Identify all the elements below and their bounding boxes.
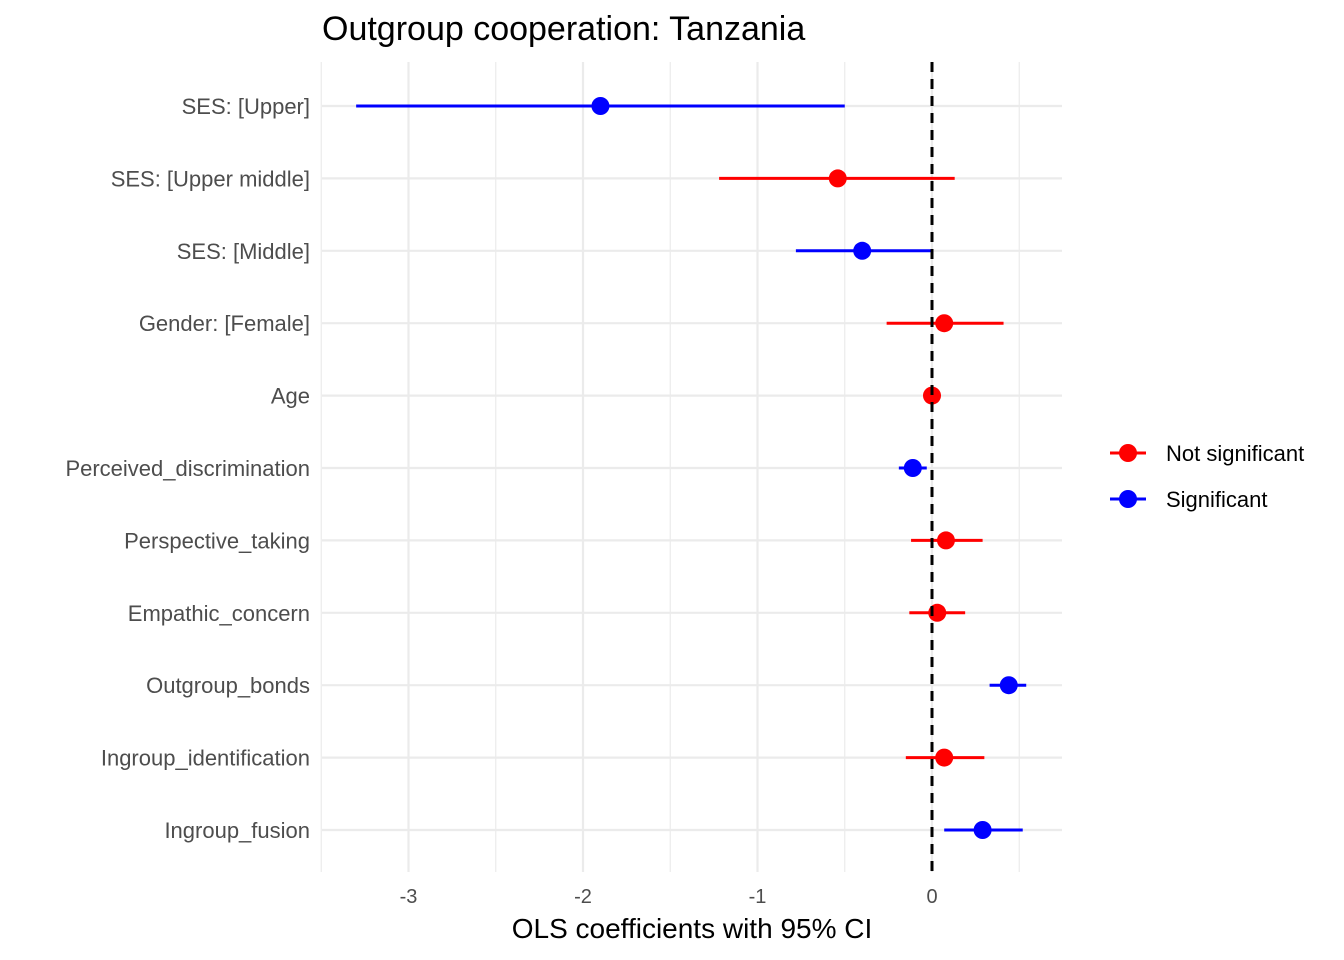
- estimate-point: [853, 241, 872, 260]
- y-axis-label: SES: [Middle]: [177, 239, 310, 264]
- estimate-point: [973, 821, 992, 839]
- estimate-point: [923, 386, 941, 405]
- estimate-point: [935, 314, 954, 333]
- legend-label: Significant: [1166, 487, 1268, 512]
- y-axis-label: Gender: [Female]: [139, 311, 310, 336]
- y-axis-label: Ingroup_identification: [101, 746, 310, 771]
- estimate-point: [903, 459, 922, 477]
- estimate-point: [935, 748, 954, 767]
- y-axis-label: SES: [Upper]: [182, 94, 310, 119]
- legend: Not significant Significant: [1110, 441, 1304, 512]
- y-axis-label: SES: [Upper middle]: [111, 166, 310, 191]
- x-axis-ticks: -3 -2 -1 0: [400, 886, 938, 908]
- y-axis-label: Age: [271, 384, 310, 409]
- y-axis-label: Perspective_taking: [124, 528, 310, 553]
- y-axis-labels: SES: [Upper] SES: [Upper middle] SES: [Mid…: [65, 94, 310, 843]
- grid-lines: [320, 62, 1062, 872]
- legend-key-point: [1119, 444, 1137, 462]
- x-tick-label: -1: [749, 886, 767, 908]
- coefficient-marks: [356, 97, 1027, 839]
- estimate-point: [936, 531, 955, 550]
- legend-key-point: [1119, 490, 1137, 508]
- legend-label: Not significant: [1166, 441, 1304, 466]
- estimate-point: [828, 169, 847, 188]
- x-axis-title: OLS coefficients with 95% CI: [512, 913, 873, 944]
- estimate-point: [999, 676, 1018, 695]
- chart-title: Outgroup cooperation: Tanzania: [322, 10, 805, 48]
- y-axis-label: Empathic_concern: [128, 601, 310, 626]
- x-tick-label: -2: [574, 886, 592, 908]
- y-axis-label: Perceived_discrimination: [65, 456, 310, 481]
- y-axis-label: Outgroup_bonds: [146, 673, 310, 698]
- estimate-point: [591, 97, 610, 115]
- x-tick-label: 0: [926, 886, 937, 908]
- x-tick-label: -3: [400, 886, 418, 908]
- y-axis-label: Ingroup_fusion: [164, 818, 310, 843]
